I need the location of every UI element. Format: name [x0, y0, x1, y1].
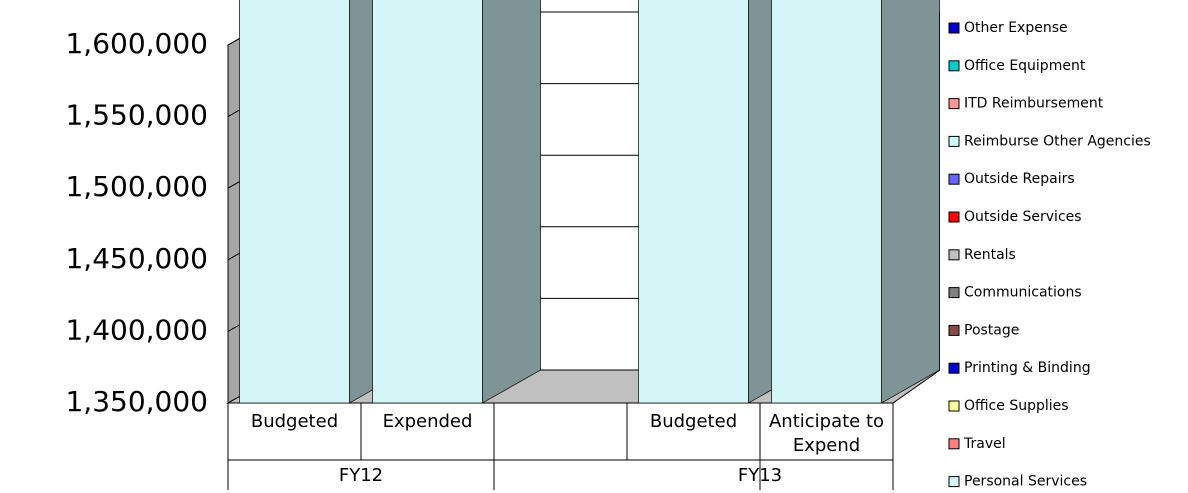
x-tick-label: Budgeted — [649, 411, 738, 432]
legend-swatch — [948, 476, 960, 488]
legend-swatch — [948, 98, 960, 110]
legend-swatch — [948, 173, 960, 185]
legend-label: Travel — [963, 436, 1006, 452]
x-tick-label: Budgeted — [250, 411, 339, 432]
bar — [638, 0, 749, 404]
legend-label: Outside Repairs — [964, 171, 1075, 187]
legend-swatch — [948, 324, 960, 336]
legend-label: Rentals — [964, 247, 1016, 263]
legend-label: Other Expense — [964, 20, 1068, 36]
legend-swatch — [948, 438, 960, 450]
legend-swatch — [948, 211, 960, 223]
legend-swatch — [948, 287, 960, 299]
y-tick-label: 1,450,000 — [65, 242, 208, 275]
y-tick-label: 1,400,000 — [65, 313, 208, 346]
legend-label: Office Supplies — [964, 398, 1069, 414]
y-tick-label: 1,550,000 — [65, 99, 208, 132]
bar — [239, 0, 350, 404]
bar — [771, 0, 882, 404]
legend-label: Office Equipment — [964, 58, 1086, 74]
y-tick-label: 1,350,000 — [65, 385, 208, 418]
legend-label: Reimburse Other Agencies — [964, 133, 1151, 149]
legend-label: Postage — [964, 322, 1019, 338]
group-label: FY12 — [338, 465, 384, 486]
legend-label: Personal Services — [964, 474, 1087, 490]
legend-label: ITD Reimbursement — [964, 96, 1104, 112]
group-label: FY13 — [737, 465, 783, 486]
bar-side — [482, 0, 541, 404]
legend-label: Printing & Binding — [964, 360, 1091, 376]
legend-swatch — [948, 249, 960, 261]
legend-swatch — [948, 60, 960, 72]
legend-swatch — [948, 135, 960, 147]
y-tick-label: 1,600,000 — [65, 27, 208, 60]
legend-label: Outside Services — [964, 209, 1082, 225]
x-tick-label: Expended — [382, 411, 473, 432]
legend-box — [940, 8, 1187, 492]
legend-swatch — [948, 400, 960, 412]
y-tick-label: 1,500,000 — [65, 170, 208, 203]
legend-swatch — [948, 22, 960, 34]
legend-swatch — [948, 362, 960, 374]
x-tick-label: Anticipate to Expend — [768, 411, 885, 456]
legend-label: Communications — [964, 285, 1082, 301]
bar — [372, 0, 483, 404]
bar-side — [881, 0, 940, 404]
